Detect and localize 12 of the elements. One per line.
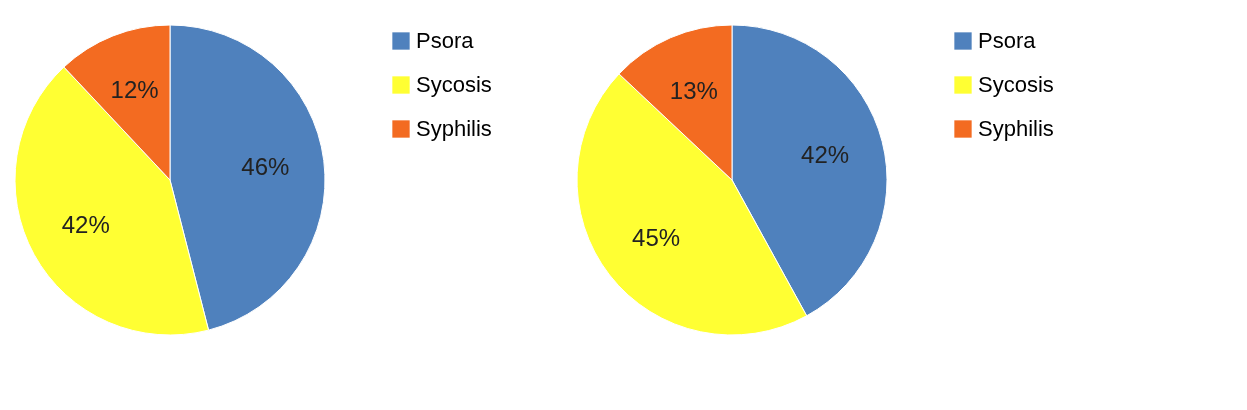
data-label: 42% xyxy=(61,211,110,239)
legend-label: Psora xyxy=(978,28,1037,53)
legend-label: Sycosis xyxy=(978,72,1054,97)
data-label: 46% xyxy=(241,152,290,180)
data-label: 12% xyxy=(110,75,159,103)
legend-label: Psora xyxy=(416,28,475,53)
data-label: 42% xyxy=(801,141,850,169)
legend-label: Sycosis xyxy=(416,72,492,97)
data-label: 13% xyxy=(669,76,718,104)
data-label: 45% xyxy=(632,223,681,251)
legend-label: Syphilis xyxy=(416,116,492,141)
legend-label: Syphilis xyxy=(978,116,1054,141)
